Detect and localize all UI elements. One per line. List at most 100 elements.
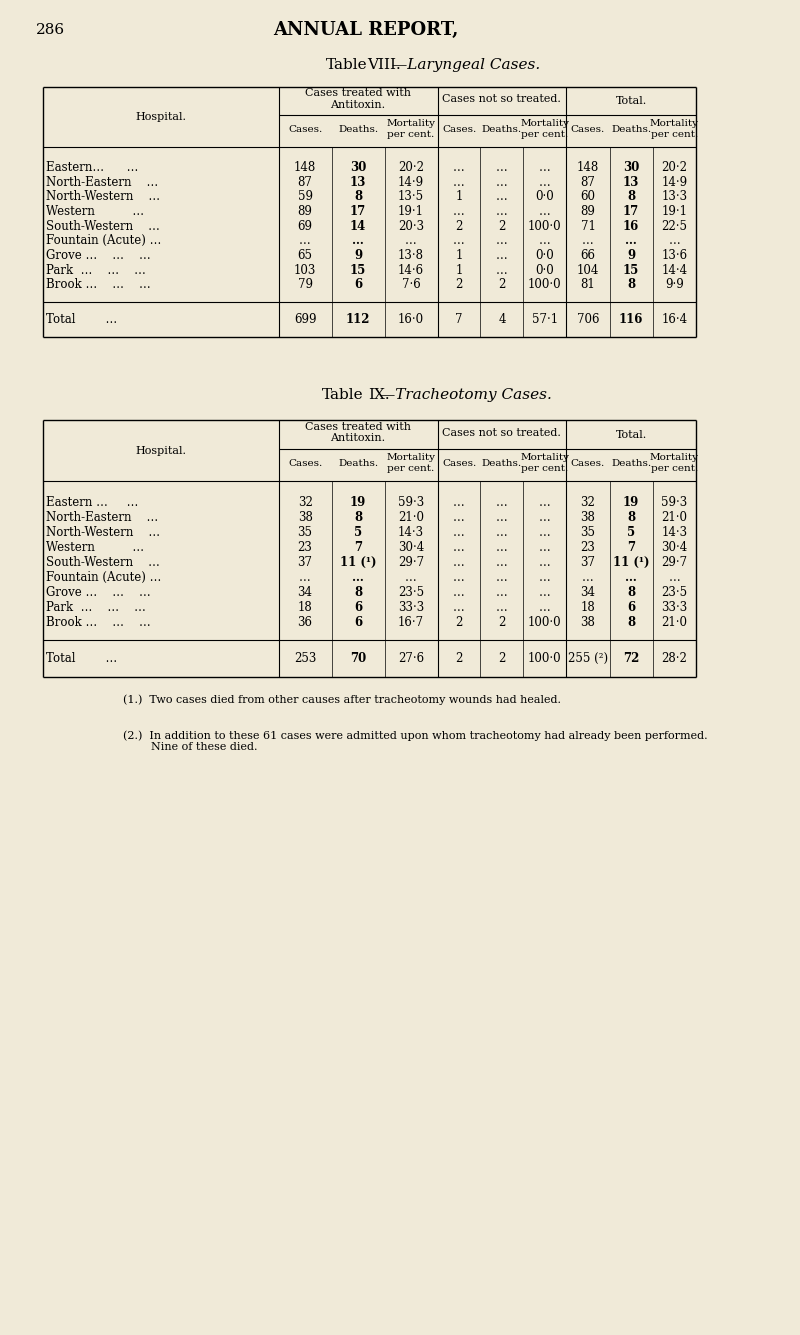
Text: 23·5: 23·5 xyxy=(662,586,687,599)
Text: 69: 69 xyxy=(298,219,313,232)
Text: Cases treated with
Antitoxin.: Cases treated with Antitoxin. xyxy=(305,88,411,109)
Text: …: … xyxy=(496,263,508,276)
Text: …: … xyxy=(496,190,508,203)
Text: 21·0: 21·0 xyxy=(398,511,424,525)
Text: …: … xyxy=(405,234,417,247)
Text: …: … xyxy=(626,234,637,247)
Text: 15: 15 xyxy=(350,263,366,276)
Text: 33·3: 33·3 xyxy=(398,601,424,614)
Text: 2: 2 xyxy=(498,651,506,665)
Text: 6: 6 xyxy=(354,601,362,614)
Text: …: … xyxy=(496,541,508,554)
Text: 8: 8 xyxy=(354,511,362,525)
Text: Hospital.: Hospital. xyxy=(135,446,186,455)
Text: 28·2: 28·2 xyxy=(662,651,687,665)
Text: North-Western    …: North-Western … xyxy=(46,190,160,203)
Text: 116: 116 xyxy=(619,312,643,326)
Text: …: … xyxy=(539,511,550,525)
Text: Mortality
per cent.: Mortality per cent. xyxy=(650,454,699,473)
Text: 19: 19 xyxy=(350,497,366,509)
Text: …: … xyxy=(453,586,465,599)
Text: …: … xyxy=(539,555,550,569)
Text: 14·6: 14·6 xyxy=(398,263,424,276)
Text: 71: 71 xyxy=(581,219,595,232)
Text: 32: 32 xyxy=(298,497,313,509)
Text: 2: 2 xyxy=(498,278,506,291)
Text: Cases.: Cases. xyxy=(571,458,605,467)
Text: 13·5: 13·5 xyxy=(398,190,424,203)
Text: VIII.: VIII. xyxy=(366,57,401,72)
Text: …: … xyxy=(539,541,550,554)
Text: …: … xyxy=(496,497,508,509)
Text: …: … xyxy=(496,601,508,614)
Text: Hospital.: Hospital. xyxy=(135,112,186,121)
Text: 35: 35 xyxy=(581,526,595,539)
Text: …: … xyxy=(539,234,550,247)
Text: 255 (²): 255 (²) xyxy=(568,651,608,665)
Text: 100·0: 100·0 xyxy=(528,615,562,629)
Text: 104: 104 xyxy=(577,263,599,276)
Text: 13·3: 13·3 xyxy=(662,190,687,203)
Text: …: … xyxy=(496,511,508,525)
Text: 16: 16 xyxy=(623,219,639,232)
Text: Eastern…      …: Eastern… … xyxy=(46,160,138,174)
Text: Brook …    …    …: Brook … … … xyxy=(46,278,150,291)
Text: …: … xyxy=(496,571,508,583)
Text: 60: 60 xyxy=(581,190,595,203)
Text: 38: 38 xyxy=(581,511,595,525)
Text: 11 (¹): 11 (¹) xyxy=(613,555,650,569)
Text: 32: 32 xyxy=(581,497,595,509)
Text: …: … xyxy=(496,248,508,262)
Text: Mortality
per cent.: Mortality per cent. xyxy=(520,454,570,473)
Text: 8: 8 xyxy=(627,615,635,629)
Text: 1: 1 xyxy=(455,190,462,203)
Text: North-Eastern    …: North-Eastern … xyxy=(46,175,158,188)
Text: 1: 1 xyxy=(455,248,462,262)
Text: 14·3: 14·3 xyxy=(662,526,687,539)
Text: Total        …: Total … xyxy=(46,312,117,326)
Text: 21·0: 21·0 xyxy=(662,511,687,525)
Text: Deaths.: Deaths. xyxy=(482,458,522,467)
Text: 38: 38 xyxy=(581,615,595,629)
Text: 18: 18 xyxy=(581,601,595,614)
Text: 66: 66 xyxy=(581,248,595,262)
Text: …: … xyxy=(453,511,465,525)
Text: 65: 65 xyxy=(298,248,313,262)
Text: 13·6: 13·6 xyxy=(662,248,687,262)
Text: 6: 6 xyxy=(354,615,362,629)
Text: 1: 1 xyxy=(455,263,462,276)
Text: 20·2: 20·2 xyxy=(662,160,687,174)
Text: …: … xyxy=(453,497,465,509)
Text: Mortality
per cent.: Mortality per cent. xyxy=(386,119,435,139)
Text: 2: 2 xyxy=(455,219,462,232)
Text: Deaths.: Deaths. xyxy=(338,124,378,134)
Text: Deaths.: Deaths. xyxy=(482,124,522,134)
Text: Cases not so treated.: Cases not so treated. xyxy=(442,93,562,104)
Text: 112: 112 xyxy=(346,312,370,326)
Text: 20·3: 20·3 xyxy=(398,219,424,232)
Text: …: … xyxy=(453,160,465,174)
Text: 8: 8 xyxy=(627,278,635,291)
Text: …: … xyxy=(453,601,465,614)
Text: 9: 9 xyxy=(354,248,362,262)
Text: 8: 8 xyxy=(627,586,635,599)
Text: 103: 103 xyxy=(294,263,316,276)
Text: 30: 30 xyxy=(350,160,366,174)
Text: 14: 14 xyxy=(350,219,366,232)
Text: 18: 18 xyxy=(298,601,313,614)
Text: …: … xyxy=(453,204,465,218)
Text: 6: 6 xyxy=(627,601,635,614)
Text: Total        …: Total … xyxy=(46,651,117,665)
Text: 20·2: 20·2 xyxy=(398,160,424,174)
Text: …: … xyxy=(496,555,508,569)
Text: …: … xyxy=(539,571,550,583)
Text: 29·7: 29·7 xyxy=(398,555,424,569)
Text: …: … xyxy=(496,234,508,247)
Text: 9·9: 9·9 xyxy=(665,278,684,291)
Text: Park  …    …    …: Park … … … xyxy=(46,263,146,276)
Text: 29·7: 29·7 xyxy=(662,555,687,569)
Text: Mortality
per cent.: Mortality per cent. xyxy=(386,454,435,473)
Text: (1.)  Two cases died from other causes after tracheotomy wounds had healed.: (1.) Two cases died from other causes af… xyxy=(123,694,562,705)
Text: 21·0: 21·0 xyxy=(662,615,687,629)
Text: 27·6: 27·6 xyxy=(398,651,424,665)
